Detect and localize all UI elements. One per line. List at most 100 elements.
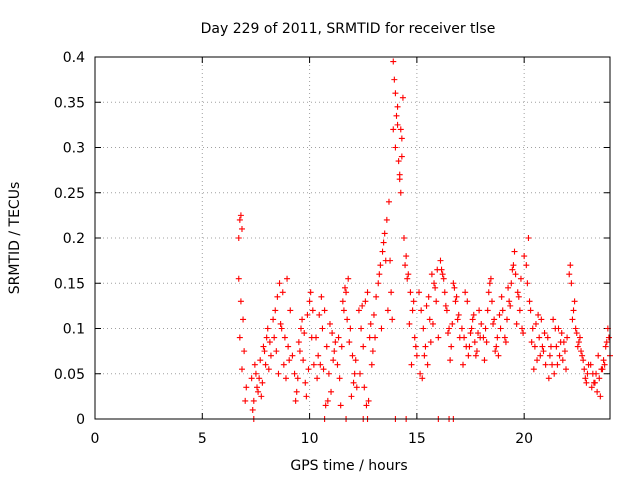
data-point <box>309 307 316 314</box>
data-point <box>285 343 292 350</box>
data-point <box>560 339 567 346</box>
data-point <box>558 330 565 337</box>
data-point <box>306 298 313 305</box>
data-point <box>254 384 261 391</box>
data-point <box>412 343 419 350</box>
data-point <box>370 311 377 318</box>
data-point <box>594 388 601 395</box>
data-point <box>326 320 333 327</box>
data-point <box>304 311 311 318</box>
data-point <box>570 307 577 314</box>
data-point <box>490 320 497 327</box>
data-point <box>377 262 384 269</box>
data-point <box>481 357 488 364</box>
data-point <box>349 352 356 359</box>
data-point <box>392 90 399 97</box>
data-point <box>396 171 403 178</box>
data-point <box>353 384 360 391</box>
data-point <box>413 352 420 359</box>
data-point <box>238 366 245 373</box>
data-point <box>492 348 499 355</box>
data-point <box>588 384 595 391</box>
data-point <box>453 293 460 300</box>
data-point <box>313 334 320 341</box>
data-point <box>505 284 512 291</box>
data-point <box>379 248 386 255</box>
data-point <box>346 339 353 346</box>
data-point <box>403 253 410 260</box>
data-point <box>235 235 242 241</box>
data-point <box>265 366 272 373</box>
data-point <box>392 144 399 151</box>
data-point <box>508 280 515 287</box>
data-point <box>355 307 362 314</box>
data-point <box>552 325 559 332</box>
data-point <box>416 289 423 296</box>
data-point <box>250 397 257 404</box>
data-point <box>546 352 553 359</box>
data-point <box>404 275 411 282</box>
data-point <box>423 302 430 309</box>
data-points <box>235 58 613 422</box>
data-point <box>240 316 247 323</box>
data-point <box>493 343 500 350</box>
data-point <box>237 212 244 219</box>
data-point <box>452 298 459 305</box>
data-point <box>359 302 366 309</box>
data-point <box>409 307 416 314</box>
y-tick-label: 0.25 <box>54 186 85 202</box>
data-point <box>324 397 331 404</box>
data-point <box>504 316 510 323</box>
data-point <box>310 361 317 368</box>
data-point <box>235 275 242 282</box>
data-point <box>464 298 471 305</box>
data-point <box>272 307 279 314</box>
data-point <box>523 262 530 269</box>
data-point <box>486 280 493 287</box>
data-point <box>532 320 539 327</box>
data-point <box>320 366 327 373</box>
data-point <box>478 320 485 327</box>
data-point <box>564 334 571 341</box>
data-point <box>429 320 436 327</box>
data-point <box>334 361 341 368</box>
data-point <box>495 352 502 359</box>
data-point <box>551 370 558 377</box>
data-point <box>261 348 268 355</box>
data-point <box>367 320 374 327</box>
data-point <box>542 361 549 368</box>
data-point <box>369 348 376 355</box>
axis-ticks: 0 0.05 0.1 0.15 0.2 0.25 0.3 0.35 0.4 0 5 10 15 20 <box>54 50 610 447</box>
data-point <box>387 257 394 264</box>
data-point <box>255 388 262 395</box>
data-point <box>266 339 273 346</box>
data-point <box>467 330 474 337</box>
data-point <box>378 325 385 332</box>
data-point <box>437 257 444 264</box>
data-point <box>323 343 330 350</box>
data-point <box>384 307 391 314</box>
data-point <box>252 370 259 377</box>
data-point <box>263 334 270 341</box>
data-point <box>348 393 355 400</box>
data-point <box>513 320 520 327</box>
data-point <box>395 158 402 165</box>
data-point <box>248 375 255 382</box>
data-point <box>573 330 580 337</box>
data-point <box>461 334 468 341</box>
data-point <box>357 370 364 377</box>
data-point <box>501 334 508 341</box>
data-point <box>322 402 329 409</box>
data-point <box>471 339 478 346</box>
data-point <box>424 361 431 368</box>
data-point <box>448 343 455 350</box>
data-point <box>428 271 435 278</box>
data-point <box>299 316 306 323</box>
data-point <box>284 275 291 282</box>
data-point <box>332 339 339 346</box>
data-point <box>433 298 440 305</box>
data-point <box>350 379 357 386</box>
data-point <box>273 348 280 355</box>
data-point <box>526 298 533 305</box>
data-point <box>432 284 439 291</box>
